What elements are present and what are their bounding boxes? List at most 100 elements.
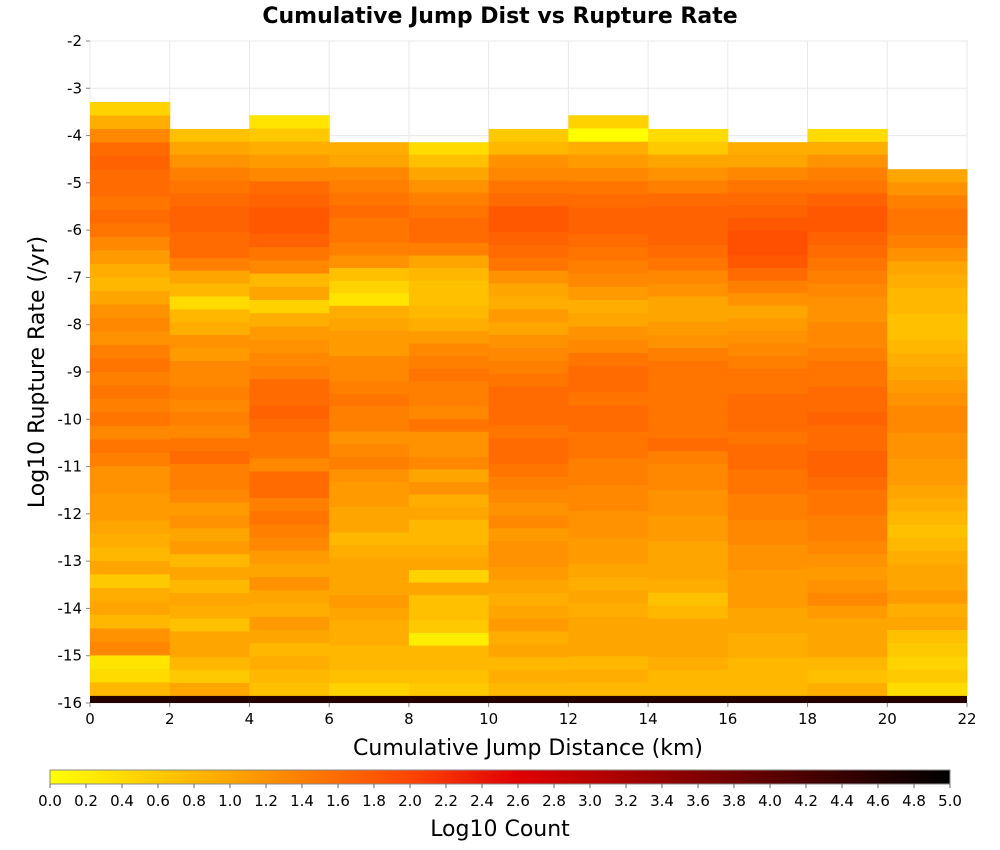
heatmap-cell [648,322,729,336]
heatmap-cell [648,489,729,504]
heatmap-cell [249,445,330,459]
heatmap-cell [408,305,490,319]
heatmap-cell [568,603,649,618]
heatmap-cell [90,209,171,224]
heatmap-cell [887,524,968,539]
heatmap-cell [807,683,888,697]
heatmap-cell [807,309,888,323]
heatmap-cell [727,217,809,231]
heatmap-cell [249,207,330,222]
heatmap-cell [727,255,809,269]
heatmap-cell [887,630,968,644]
heatmap-cell [887,656,968,671]
heatmap-cell [488,592,569,607]
heatmap-cell [488,644,569,658]
heatmap-cell [807,296,888,310]
x-tick-label: 12 [559,710,578,728]
heatmap-cell [887,234,968,249]
heatmap-cell [249,511,330,525]
heatmap-cell [329,393,410,407]
heatmap-cell [169,348,250,362]
heatmap-cell [90,655,171,670]
heatmap-cell [488,489,569,504]
heatmap-cell [169,232,250,246]
heatmap-cell [249,577,330,591]
heatmap-cell [169,644,250,658]
heatmap-cell [169,515,250,529]
heatmap-cell [568,405,649,420]
heatmap-cell [807,193,888,207]
x-tick-label: 4 [245,710,255,728]
colorbar-tick-label: 1.6 [326,792,350,810]
heatmap-cell [887,682,968,697]
heatmap-cell [568,656,649,671]
heatmap-cell [648,128,729,143]
heatmap-cell [329,179,410,194]
heatmap-cell [90,196,171,211]
heatmap-cell [648,644,729,658]
heatmap-cell [169,386,250,401]
heatmap-cell [329,658,410,672]
heatmap-cell [329,582,410,596]
heatmap-cell [568,181,649,195]
heatmap-cell [568,590,649,605]
heatmap-cell [408,632,490,647]
heatmap-cell [568,194,649,209]
heatmap-cell [807,180,888,194]
heatmap-cell [887,314,968,328]
heatmap-cell [408,318,490,332]
heatmap-cell [568,682,649,697]
heatmap-cell [329,255,410,269]
heatmap-cell [488,244,569,259]
heatmap-cell [329,683,410,697]
heatmap-cell [568,563,649,578]
heatmap-cell [329,268,410,282]
y-tick-label: -14 [58,599,83,617]
heatmap-cell [90,466,171,481]
heatmap-cell [90,128,171,143]
heatmap-cell [488,528,569,542]
heatmap-cell [727,179,809,194]
heatmap-cell [169,219,250,233]
heatmap-cell [727,481,809,496]
heatmap-cell [727,330,809,345]
heatmap-cell [329,419,410,433]
heatmap-cell [90,344,171,359]
heatmap-cell [648,180,729,194]
heatmap-cell [488,670,569,684]
colorbar-tick-label: 2.2 [434,792,458,810]
heatmap-cell [408,570,490,584]
heatmap-cell [90,493,171,508]
colorbar-tick-label: 2.6 [506,792,530,810]
heatmap-cell [169,167,250,181]
x-tick-label: 18 [798,710,817,728]
y-tick-label: -4 [67,127,82,145]
heatmap-cell [648,154,729,169]
colorbar-ticks: 0.0 0.2 0.4 0.6 0.8 1.0 1.2 1.4 1.6 1.8 2.0 2.2 2.4 2… [38,784,962,810]
y-tick-label: -12 [58,505,83,523]
heatmap-cell [249,326,330,341]
heatmap-cell [807,489,888,504]
colorbar-tick-label: 0.0 [38,792,62,810]
heatmap-cell [249,247,330,261]
heatmap-cell [169,592,250,607]
heatmap-cell [648,386,729,401]
heatmap-cell [90,142,171,157]
heatmap-cell [90,304,171,319]
heatmap-cell [90,533,171,548]
heatmap-cell [329,620,410,634]
heatmap-cell [488,322,569,336]
heatmap-cell [648,670,729,684]
heatmap-cell [807,335,888,349]
heatmap-cell [90,682,171,697]
heatmap-cell [169,579,250,594]
heatmap-cell [648,502,729,517]
heatmap-cell [408,167,490,181]
heatmap-cell [488,631,569,645]
heatmap-cell [807,373,888,388]
heatmap-cell [807,425,888,439]
heatmap-cell [807,438,888,452]
heatmap-cell [169,670,250,684]
heatmap-cell [90,574,171,589]
heatmap-cell [249,115,330,129]
